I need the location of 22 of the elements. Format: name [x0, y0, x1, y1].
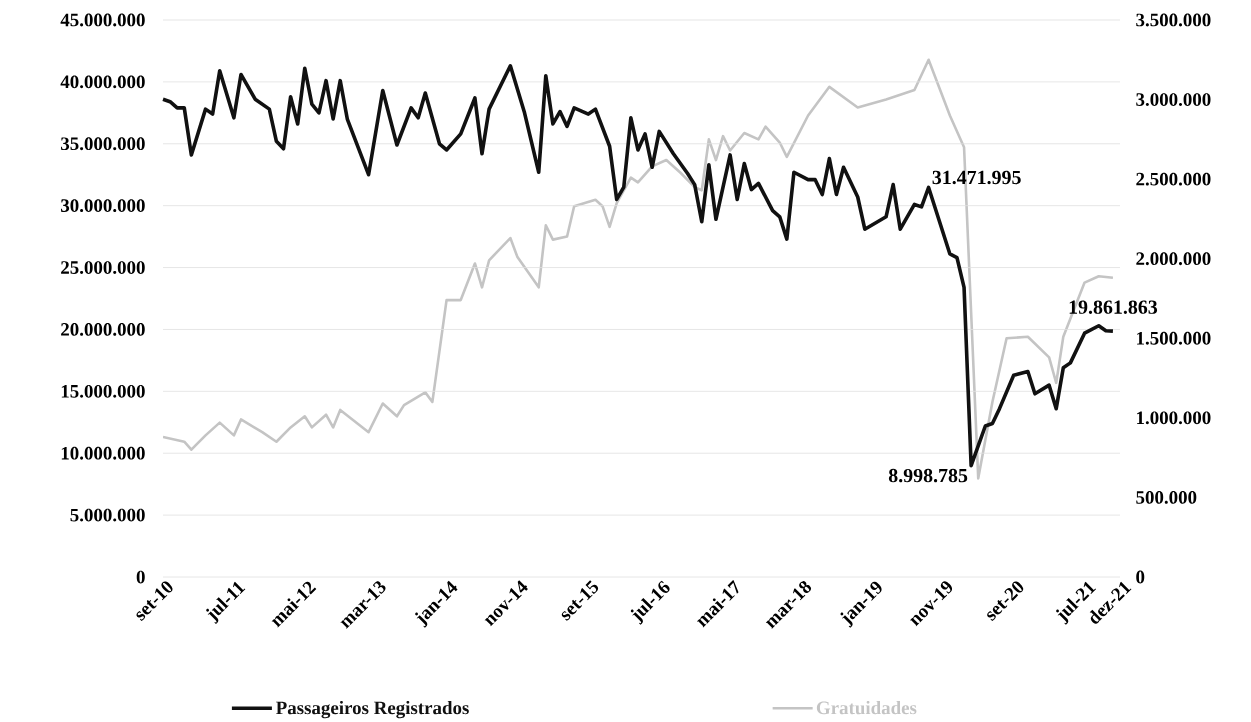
y2-tick-label: 3.000.000	[1136, 93, 1211, 106]
annotation: 19.861.863	[1069, 300, 1158, 314]
y-tick-label: 10.000.000	[61, 446, 145, 460]
y2-tick-label: 2.500.000	[1136, 172, 1211, 186]
y-tick-label: 45.000.000	[60, 13, 145, 27]
y-tick-label: 25.000.000	[61, 261, 145, 274]
legend-label: Passageiros Registrados	[276, 700, 469, 719]
annotation: 31.471.995	[932, 170, 1021, 185]
y2-tick-label: 0	[1136, 570, 1145, 584]
y2-tick-label: 3.500.000	[1136, 13, 1211, 27]
y-tick-label: 20.000.000	[61, 323, 145, 336]
y2-tick-label: 1.000.000	[1137, 411, 1211, 425]
y2-tick-label: 1.500.000	[1137, 331, 1211, 345]
y2-tick-label: 500.000	[1136, 491, 1197, 504]
y-tick-label: 40.000.000	[60, 75, 145, 89]
y-tick-label: 30.000.000	[61, 199, 145, 213]
legend-label: Gratuidades	[816, 700, 917, 715]
y2-tick-label: 2.000.000	[1136, 252, 1211, 266]
y-tick-label: 35.000.000	[61, 137, 145, 151]
y-tick-label: 5.000.000	[70, 508, 145, 522]
annotation: 8.998.785	[888, 468, 968, 483]
y-tick-label: 15.000.000	[61, 384, 145, 398]
